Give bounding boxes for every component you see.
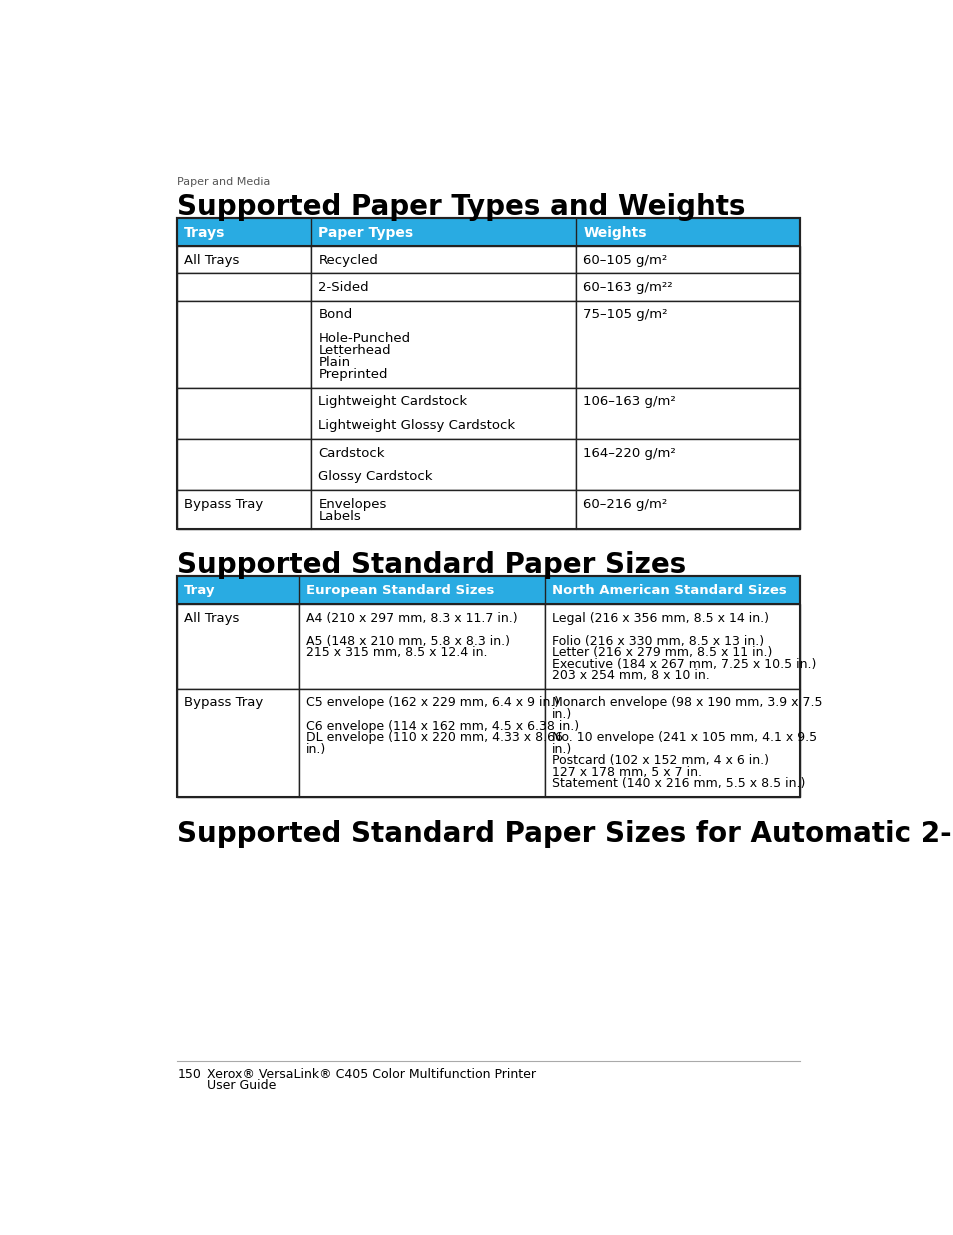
Text: 203 x 254 mm, 8 x 10 in.: 203 x 254 mm, 8 x 10 in. — [552, 669, 709, 683]
Text: Postcard (102 x 152 mm, 4 x 6 in.): Postcard (102 x 152 mm, 4 x 6 in.) — [552, 755, 768, 767]
Text: in.): in.) — [552, 742, 572, 756]
Text: Xerox® VersaLink® C405 Color Multifunction Printer: Xerox® VersaLink® C405 Color Multifuncti… — [207, 1068, 536, 1082]
Text: Supported Standard Paper Sizes: Supported Standard Paper Sizes — [177, 551, 686, 579]
Text: No. 10 envelope (241 x 105 mm, 4.1 x 9.5: No. 10 envelope (241 x 105 mm, 4.1 x 9.5 — [552, 731, 817, 745]
Text: A4 (210 x 297 mm, 8.3 x 11.7 in.): A4 (210 x 297 mm, 8.3 x 11.7 in.) — [306, 611, 517, 625]
Text: Lightweight Glossy Cardstock: Lightweight Glossy Cardstock — [318, 419, 515, 432]
Text: C6 envelope (114 x 162 mm, 4.5 x 6.38 in.): C6 envelope (114 x 162 mm, 4.5 x 6.38 in… — [306, 720, 578, 732]
Text: Plain: Plain — [318, 356, 350, 369]
Text: Supported Standard Paper Sizes for Automatic 2-: Supported Standard Paper Sizes for Autom… — [177, 820, 951, 847]
Text: North American Standard Sizes: North American Standard Sizes — [552, 584, 786, 597]
Text: 60–163 g/m²²: 60–163 g/m²² — [582, 282, 672, 294]
Text: Tray: Tray — [184, 584, 215, 597]
Text: 150: 150 — [177, 1068, 201, 1082]
Text: Statement (140 x 216 mm, 5.5 x 8.5 in.): Statement (140 x 216 mm, 5.5 x 8.5 in.) — [552, 777, 804, 790]
Text: European Standard Sizes: European Standard Sizes — [306, 584, 494, 597]
Bar — [177, 273, 311, 300]
Bar — [298, 689, 544, 797]
Text: Paper and Media: Paper and Media — [177, 178, 271, 188]
Bar — [576, 388, 800, 438]
Text: Recycled: Recycled — [318, 253, 377, 267]
Text: 2-Sided: 2-Sided — [318, 282, 369, 294]
Text: in.): in.) — [306, 742, 326, 756]
Text: 215 x 315 mm, 8.5 x 12.4 in.: 215 x 315 mm, 8.5 x 12.4 in. — [306, 646, 487, 659]
Text: Bond: Bond — [318, 309, 353, 321]
Text: Labels: Labels — [318, 510, 360, 522]
Bar — [576, 490, 800, 530]
Bar — [177, 490, 311, 530]
Text: 60–216 g/m²: 60–216 g/m² — [582, 498, 667, 511]
Bar — [298, 604, 544, 689]
Text: Glossy Cardstock: Glossy Cardstock — [318, 471, 433, 483]
Text: 164–220 g/m²: 164–220 g/m² — [582, 447, 675, 459]
Bar — [177, 219, 800, 246]
Text: Letter (216 x 279 mm, 8.5 x 11 in.): Letter (216 x 279 mm, 8.5 x 11 in.) — [552, 646, 772, 659]
Bar — [177, 246, 311, 273]
Text: 75–105 g/m²: 75–105 g/m² — [582, 309, 667, 321]
Text: All Trays: All Trays — [184, 253, 239, 267]
Bar — [576, 300, 800, 388]
Text: 106–163 g/m²: 106–163 g/m² — [582, 395, 675, 409]
Bar — [177, 689, 298, 797]
Bar — [576, 438, 800, 490]
Bar — [177, 388, 311, 438]
Bar — [177, 577, 800, 797]
Bar — [177, 604, 298, 689]
Bar — [311, 273, 576, 300]
Text: Folio (216 x 330 mm, 8.5 x 13 in.): Folio (216 x 330 mm, 8.5 x 13 in.) — [552, 635, 763, 648]
Text: Trays: Trays — [184, 226, 226, 240]
Text: A5 (148 x 210 mm, 5.8 x 8.3 in.): A5 (148 x 210 mm, 5.8 x 8.3 in.) — [306, 635, 509, 648]
Text: Bypass Tray: Bypass Tray — [184, 498, 263, 511]
Bar — [576, 273, 800, 300]
Text: 60–105 g/m²: 60–105 g/m² — [582, 253, 667, 267]
Text: Envelopes: Envelopes — [318, 498, 386, 511]
Bar — [311, 300, 576, 388]
Bar — [311, 388, 576, 438]
Bar — [544, 689, 800, 797]
Bar — [177, 300, 311, 388]
Bar — [544, 604, 800, 689]
Text: Letterhead: Letterhead — [318, 345, 391, 357]
Text: DL envelope (110 x 220 mm, 4.33 x 8.66: DL envelope (110 x 220 mm, 4.33 x 8.66 — [306, 731, 562, 745]
Text: Hole-Punched: Hole-Punched — [318, 332, 410, 346]
Text: 127 x 178 mm, 5 x 7 in.: 127 x 178 mm, 5 x 7 in. — [552, 766, 701, 779]
Text: in.): in.) — [552, 708, 572, 721]
Text: Cardstock: Cardstock — [318, 447, 384, 459]
Text: All Trays: All Trays — [184, 611, 239, 625]
Text: Supported Paper Types and Weights: Supported Paper Types and Weights — [177, 193, 745, 221]
Text: Bypass Tray: Bypass Tray — [184, 697, 263, 709]
Bar — [311, 438, 576, 490]
Text: Paper Types: Paper Types — [318, 226, 413, 240]
Text: Preprinted: Preprinted — [318, 368, 388, 382]
Text: Executive (184 x 267 mm, 7.25 x 10.5 in.): Executive (184 x 267 mm, 7.25 x 10.5 in.… — [552, 658, 816, 671]
Text: User Guide: User Guide — [207, 1079, 276, 1092]
Bar — [576, 246, 800, 273]
Bar — [177, 219, 800, 530]
Bar — [311, 490, 576, 530]
Text: Lightweight Cardstock: Lightweight Cardstock — [318, 395, 467, 409]
Text: C5 envelope (162 x 229 mm, 6.4 x 9 in.): C5 envelope (162 x 229 mm, 6.4 x 9 in.) — [306, 697, 558, 709]
Bar — [177, 577, 800, 604]
Bar — [177, 438, 311, 490]
Text: Weights: Weights — [582, 226, 646, 240]
Bar — [311, 246, 576, 273]
Text: Legal (216 x 356 mm, 8.5 x 14 in.): Legal (216 x 356 mm, 8.5 x 14 in.) — [552, 611, 768, 625]
Text: Monarch envelope (98 x 190 mm, 3.9 x 7.5: Monarch envelope (98 x 190 mm, 3.9 x 7.5 — [552, 697, 821, 709]
